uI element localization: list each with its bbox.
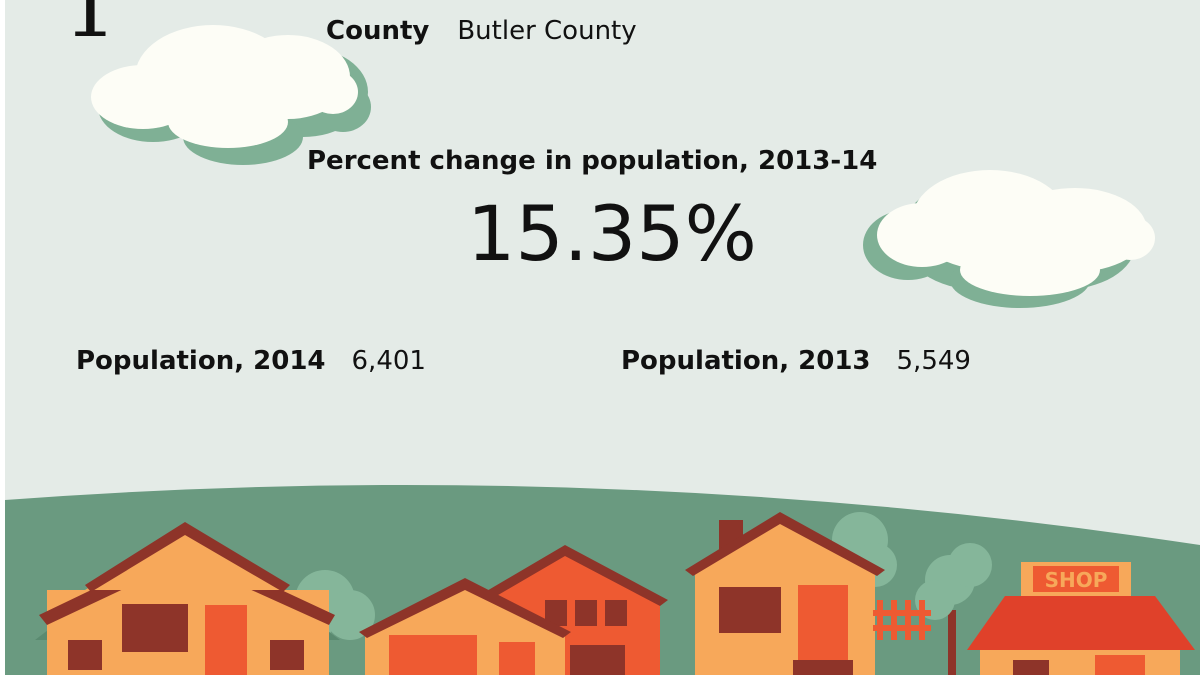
cloud-left-icon [91,25,371,165]
population-2013-value: 5,549 [896,346,971,376]
fence-icon [873,600,931,640]
population-2013-label: Population, 2013 [621,346,871,376]
county-row: County Butler County [326,16,637,46]
percent-change-title: Percent change in population, 2013-14 [307,146,878,176]
tree-icon [915,543,992,675]
population-2014-label: Population, 2014 [76,346,326,376]
population-2013-row: Population, 2013 5,549 [621,346,971,376]
county-value: Butler County [457,16,637,46]
cloud-right-icon [863,170,1155,308]
infographic-card: 1 [5,0,1200,675]
shop-building-icon [967,562,1195,675]
neighborhood-illustration: SHOP [5,485,1200,675]
county-label: County [326,16,430,46]
shop-sign-text: SHOP [1045,568,1108,592]
rank-number: 1 [63,0,118,57]
house-4-icon [685,512,885,675]
population-2014-value: 6,401 [351,346,426,376]
house-3-icon [359,578,571,675]
population-2014-row: Population, 2014 6,401 [76,346,426,376]
percent-change-value: 15.35% [467,189,757,278]
house-1-icon [35,522,340,675]
